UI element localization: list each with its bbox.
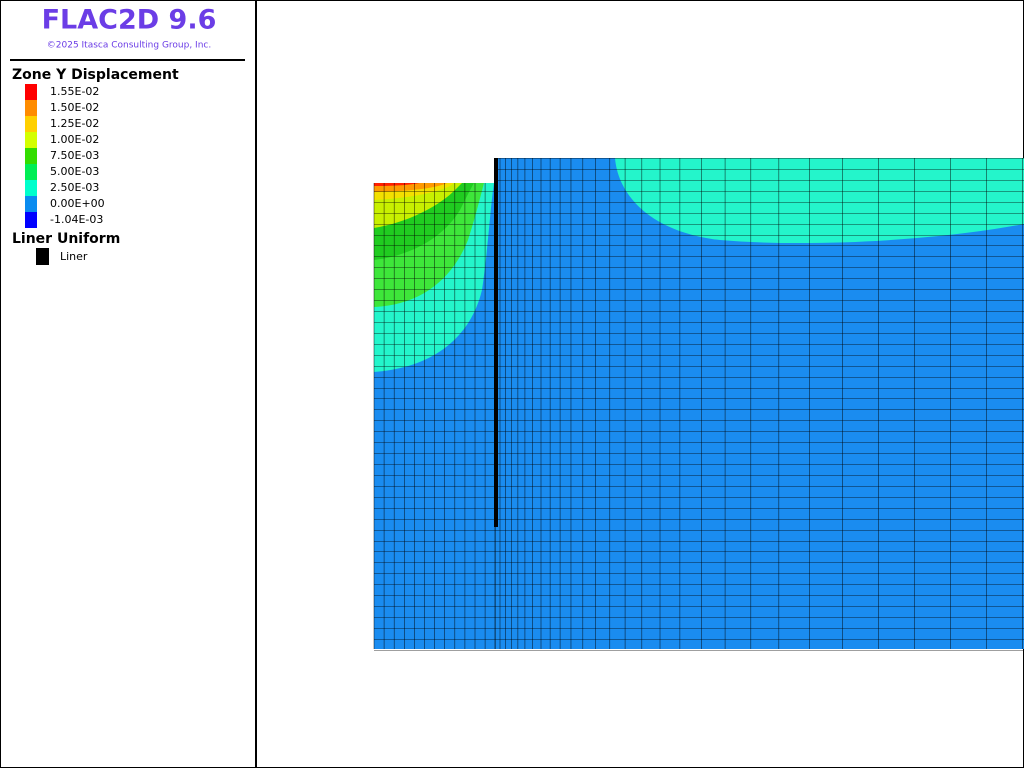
legend-label: 7.50E-03 <box>50 149 99 162</box>
legend-title: Zone Y Displacement <box>12 67 179 83</box>
legend-label: 2.50E-03 <box>50 181 99 194</box>
app-title: FLAC2D 9.6 <box>42 5 217 36</box>
legend-swatch <box>25 180 37 196</box>
contour-region <box>374 183 420 186</box>
legend-label: 1.50E-02 <box>50 101 99 114</box>
legend-label: 1.55E-02 <box>50 85 99 98</box>
liner-swatch <box>36 248 49 265</box>
legend-label: 0.00E+00 <box>50 197 105 210</box>
legend-label: -1.04E-03 <box>50 213 103 226</box>
legend-swatches: 1.55E-02 1.50E-02 1.25E-02 1.00E-02 7.50E-03… <box>25 84 105 228</box>
legend-label: 5.00E-03 <box>50 165 99 178</box>
legend-swatch <box>25 148 37 164</box>
legend-swatch <box>25 212 37 228</box>
mesh <box>373 158 1024 651</box>
legend-swatch <box>25 116 37 132</box>
legend-swatch <box>25 164 37 180</box>
legend-swatch <box>25 132 37 148</box>
model-plot <box>373 158 1024 651</box>
legend-label: 1.00E-02 <box>50 133 99 146</box>
legend-label: 1.25E-02 <box>50 117 99 130</box>
legend-swatch <box>25 84 37 100</box>
liner <box>494 158 498 527</box>
legend-swatch <box>25 100 37 116</box>
legend-swatch <box>25 196 37 212</box>
contour-region <box>374 158 1024 649</box>
contour-region <box>615 158 1024 244</box>
legend-title: Liner Uniform <box>12 231 120 247</box>
copyright: ©2025 Itasca Consulting Group, Inc. <box>47 41 211 51</box>
legend-label: Liner <box>60 250 88 263</box>
